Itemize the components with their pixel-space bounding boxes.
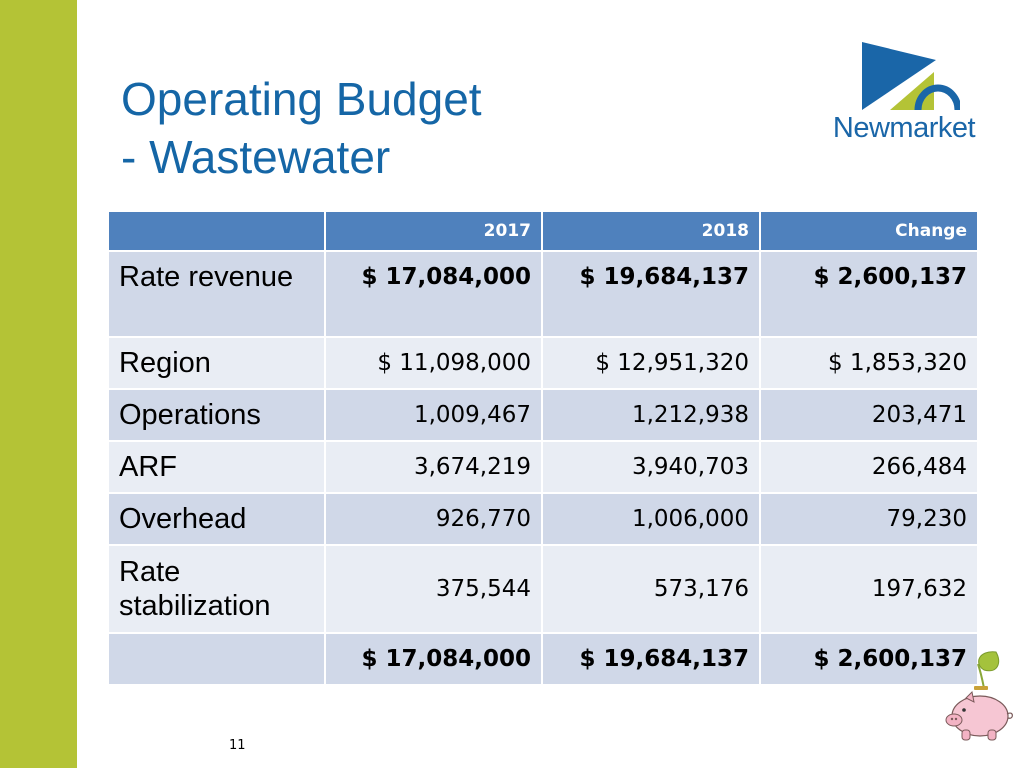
title-line-2: - Wastewater [121,131,391,183]
table-row-overhead: Overhead 926,770 1,006,000 79,230 [107,492,979,546]
cell-change: 266,484 [759,440,979,494]
cell-change: $ 1,853,320 [759,336,979,390]
cell-2018: $ 19,684,137 [541,632,761,686]
cell-2018: 3,940,703 [541,440,761,494]
logo-text: Newmarket [832,112,976,144]
cell-change: 79,230 [759,492,979,546]
title-line-1: Operating Budget [121,73,482,125]
cell-2018: $ 19,684,137 [541,250,761,338]
column-header-2017: 2017 [324,210,543,252]
row-label: Overhead [107,492,326,546]
cell-change: 197,632 [759,544,979,634]
column-header-2018: 2018 [541,210,761,252]
newmarket-logo: Newmarket [822,40,986,148]
cell-2017: 926,770 [324,492,543,546]
cell-change: $ 2,600,137 [759,632,979,686]
newmarket-logo-icon [862,42,960,111]
row-label: Rate revenue [107,250,326,338]
row-label: Rate stabilization [107,544,326,634]
cell-2017: $ 17,084,000 [324,632,543,686]
cell-2017: 3,674,219 [324,440,543,494]
table-row-region: Region $ 11,098,000 $ 12,951,320 $ 1,853… [107,336,979,390]
cell-change: $ 2,600,137 [759,250,979,338]
cell-2018: 573,176 [541,544,761,634]
page-number: 11 [229,738,246,753]
cell-2017: 375,544 [324,544,543,634]
cell-change: 203,471 [759,388,979,442]
table-row-total: $ 17,084,000 $ 19,684,137 $ 2,600,137 [107,632,979,686]
row-label: Region [107,336,326,390]
table-header-row: 2017 2018 Change [107,210,979,252]
row-label: ARF [107,440,326,494]
cell-2017: $ 17,084,000 [324,250,543,338]
cell-2018: 1,006,000 [541,492,761,546]
table-row-operations: Operations 1,009,467 1,212,938 203,471 [107,388,979,442]
row-label [107,632,326,686]
piggy-bank-icon [945,651,1013,741]
column-header-label [107,210,326,252]
cell-2018: $ 12,951,320 [541,336,761,390]
slide-title: Operating Budget - Wastewater [121,70,482,186]
accent-side-bar [0,0,77,768]
row-label: Operations [107,388,326,442]
cell-2017: 1,009,467 [324,388,543,442]
table-row-rate-revenue: Rate revenue $ 17,084,000 $ 19,684,137 $… [107,250,979,338]
table-row-rate-stabilization: Rate stabilization 375,544 573,176 197,6… [107,544,979,634]
cell-2017: $ 11,098,000 [324,336,543,390]
table-row-arf: ARF 3,674,219 3,940,703 266,484 [107,440,979,494]
column-header-change: Change [759,210,979,252]
cell-2018: 1,212,938 [541,388,761,442]
operating-budget-table: 2017 2018 Change Rate revenue $ 17,084,0… [107,210,979,686]
